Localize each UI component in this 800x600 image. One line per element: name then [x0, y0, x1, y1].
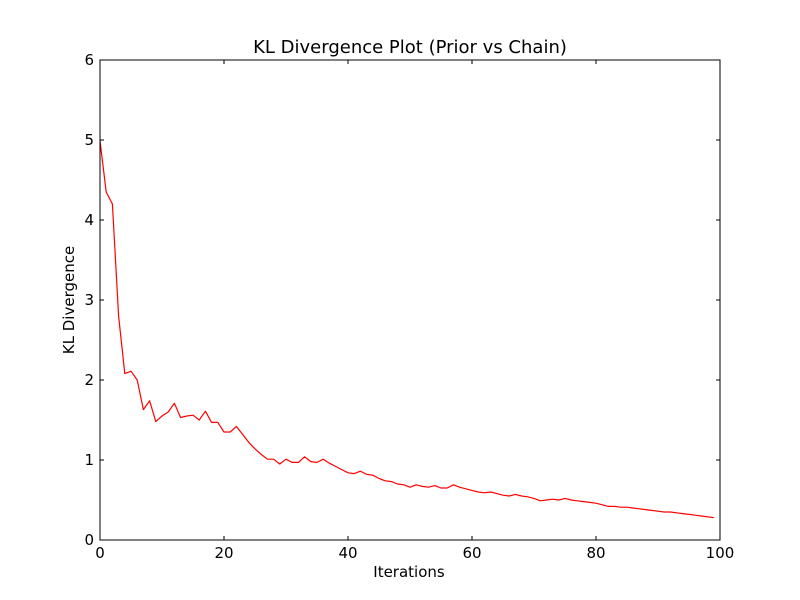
- y-tick-label: 3: [84, 291, 94, 309]
- y-tick-label: 5: [84, 131, 94, 149]
- x-tick-label: 60: [462, 544, 481, 562]
- plot-area: 0 20 40 60 80 100 0 1 2 3 4 5 6: [84, 51, 734, 562]
- chart-title: KL Divergence Plot (Prior vs Chain): [253, 37, 567, 58]
- x-tick-label: 40: [338, 544, 357, 562]
- y-tick-label: 6: [84, 51, 94, 69]
- series-line: [99, 140, 714, 519]
- x-axis-label: Iterations: [373, 563, 445, 581]
- x-tick-label: 80: [586, 544, 605, 562]
- y-tick-label: 2: [84, 371, 94, 389]
- plot-frame: [99, 59, 721, 541]
- y-tick-label: 4: [84, 211, 94, 229]
- y-tick-label: 0: [84, 531, 94, 549]
- x-tick-label: 0: [95, 544, 105, 562]
- y-tick-label: 1: [84, 451, 94, 469]
- x-tick-label: 100: [706, 544, 735, 562]
- x-tick-label: 20: [214, 544, 233, 562]
- y-axis-label: KL Divergence: [60, 246, 78, 354]
